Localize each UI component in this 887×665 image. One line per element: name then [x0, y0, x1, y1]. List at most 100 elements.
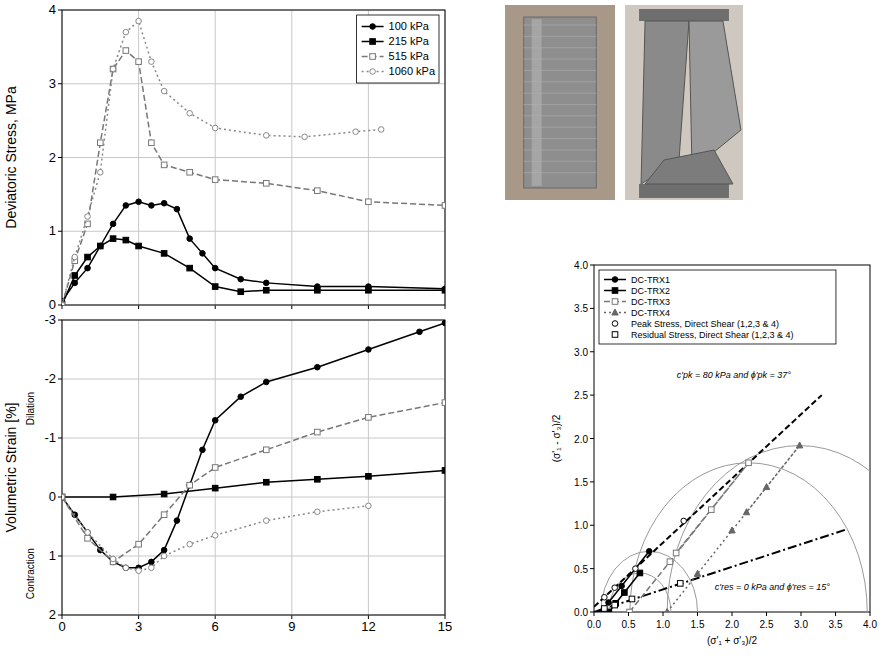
data-point — [637, 570, 643, 576]
data-point — [98, 140, 104, 146]
data-point — [442, 320, 445, 326]
tick-mark — [58, 305, 62, 306]
plot-frame — [62, 10, 445, 305]
tick-mark — [590, 265, 594, 266]
tick-label: 3.5 — [574, 303, 588, 314]
data-point — [136, 199, 142, 205]
tick-mark — [590, 438, 594, 439]
series-line — [62, 51, 445, 305]
data-point — [72, 254, 78, 260]
tick-mark — [62, 305, 63, 309]
data-point — [110, 66, 116, 72]
axis-title: (σ'₁ - σ'₃)/2 — [551, 414, 562, 462]
data-point — [627, 609, 633, 612]
photo-background — [505, 5, 615, 200]
data-point — [743, 509, 749, 515]
tick-mark — [58, 83, 62, 84]
data-point — [212, 485, 218, 491]
tick-label: 1 — [49, 548, 56, 563]
data-point — [136, 541, 142, 547]
data-point — [442, 203, 445, 209]
tick-mark — [215, 305, 216, 309]
data-point — [98, 243, 104, 249]
specimen — [524, 17, 597, 188]
failure-envelope — [594, 530, 846, 612]
data-point — [315, 477, 321, 483]
tick-label: 0.0 — [574, 607, 588, 618]
tick-mark — [594, 612, 595, 616]
tick-mark — [58, 497, 62, 498]
data-point — [62, 494, 65, 500]
data-point — [677, 581, 683, 587]
data-point — [98, 243, 104, 249]
data-point — [149, 565, 155, 571]
legend-marker — [370, 69, 376, 75]
data-point — [85, 265, 91, 271]
data-point — [667, 559, 673, 565]
data-point — [612, 602, 618, 608]
tick-mark — [58, 556, 62, 557]
legend-marker — [612, 321, 618, 327]
tick-mark — [590, 308, 594, 309]
legend-marker — [612, 277, 618, 283]
series-line — [62, 21, 381, 305]
legend-marker — [370, 24, 376, 30]
tick-label: -1 — [44, 430, 56, 445]
tick-label: 2.5 — [574, 390, 588, 401]
data-point — [174, 206, 180, 212]
tick-label: 3 — [49, 76, 56, 91]
legend-label: DC-TRX1 — [631, 275, 670, 285]
figure: 01234Deviatoric Stress, MPa100 kPa215 kP… — [0, 0, 887, 665]
tick-label: -3 — [44, 312, 56, 327]
tick-mark — [663, 612, 664, 616]
data-point — [187, 236, 193, 242]
data-point — [763, 484, 769, 490]
tick-mark — [590, 612, 594, 613]
tick-mark — [628, 612, 629, 616]
legend: DC-TRX1DC-TRX2DC-TRX3DC-TRX4Peak Stress,… — [599, 270, 836, 344]
data-point — [200, 251, 206, 257]
legend-label: DC-TRX2 — [631, 286, 670, 296]
data-point — [417, 329, 423, 335]
grid-line — [62, 157, 445, 158]
legend-label: 100 kPa — [389, 20, 430, 32]
data-point — [62, 494, 65, 500]
highlight — [532, 19, 542, 186]
data-point — [110, 66, 116, 72]
photo — [625, 5, 743, 200]
data-point — [602, 606, 608, 612]
data-point — [149, 59, 155, 65]
loading-cap — [639, 9, 729, 21]
series-line — [62, 202, 445, 302]
data-point — [187, 110, 193, 116]
data-point — [123, 237, 129, 243]
data-point — [136, 568, 142, 574]
grid-line — [368, 320, 369, 615]
data-point — [161, 162, 167, 168]
data-point — [85, 254, 91, 260]
data-point — [212, 418, 218, 424]
tick-label: 2.0 — [725, 619, 739, 630]
data-point — [378, 127, 384, 133]
legend-label: Residual Stress, Direct Shear (1,2,3 & 4… — [631, 330, 794, 340]
plot-frame — [62, 320, 445, 615]
data-point — [694, 570, 700, 576]
data-point — [263, 479, 269, 485]
data-point — [673, 550, 679, 556]
data-point — [161, 88, 167, 94]
data-point — [212, 125, 218, 131]
marks — [62, 320, 445, 573]
tick-mark — [835, 612, 836, 616]
data-point — [161, 491, 167, 497]
data-point — [315, 509, 321, 515]
tick-label: 2 — [49, 150, 56, 165]
data-point — [442, 468, 445, 474]
tick-mark — [445, 305, 446, 309]
data-point — [149, 203, 155, 209]
data-point — [161, 547, 167, 553]
tick-label: 0.0 — [587, 619, 601, 630]
data-point — [263, 447, 269, 453]
data-point — [187, 265, 193, 271]
data-point — [353, 129, 359, 135]
tick-label: 15 — [438, 619, 452, 634]
